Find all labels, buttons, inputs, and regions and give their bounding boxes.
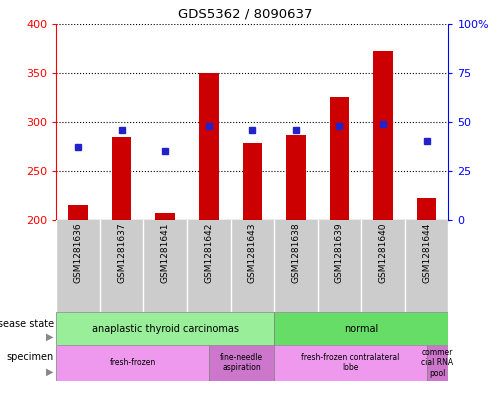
Text: disease state: disease state [0,319,54,329]
Bar [209,345,274,381]
Bar [199,73,219,220]
Bar [427,345,448,381]
Text: fresh-frozen contralateral
lobe: fresh-frozen contralateral lobe [301,353,399,373]
Bar [274,345,427,381]
Text: GSM1281638: GSM1281638 [292,223,300,283]
Text: GSM1281641: GSM1281641 [161,223,170,283]
Bar [68,205,88,220]
Text: GSM1281637: GSM1281637 [117,223,126,283]
Bar [274,312,448,345]
Bar [286,134,306,220]
Text: normal: normal [344,323,378,334]
Text: GSM1281639: GSM1281639 [335,223,344,283]
Text: GDS5362 / 8090637: GDS5362 / 8090637 [178,7,312,20]
Bar [330,97,349,220]
Text: GSM1281642: GSM1281642 [204,223,213,283]
Text: fine-needle
aspiration: fine-needle aspiration [220,353,263,373]
Text: ▶: ▶ [47,332,54,342]
Text: commer
cial RNA
pool: commer cial RNA pool [421,348,454,378]
Bar [112,136,131,220]
Bar [155,213,175,220]
Text: GSM1281640: GSM1281640 [378,223,388,283]
Text: GSM1281644: GSM1281644 [422,223,431,283]
Text: GSM1281636: GSM1281636 [74,223,83,283]
Bar [373,51,393,220]
Text: ▶: ▶ [47,367,54,377]
Bar [56,345,209,381]
Bar [417,198,437,220]
Text: anaplastic thyroid carcinomas: anaplastic thyroid carcinomas [92,323,239,334]
Text: GSM1281643: GSM1281643 [248,223,257,283]
Bar [56,312,274,345]
Bar [243,143,262,220]
Text: fresh-frozen: fresh-frozen [109,358,156,367]
Text: specimen: specimen [7,352,54,362]
